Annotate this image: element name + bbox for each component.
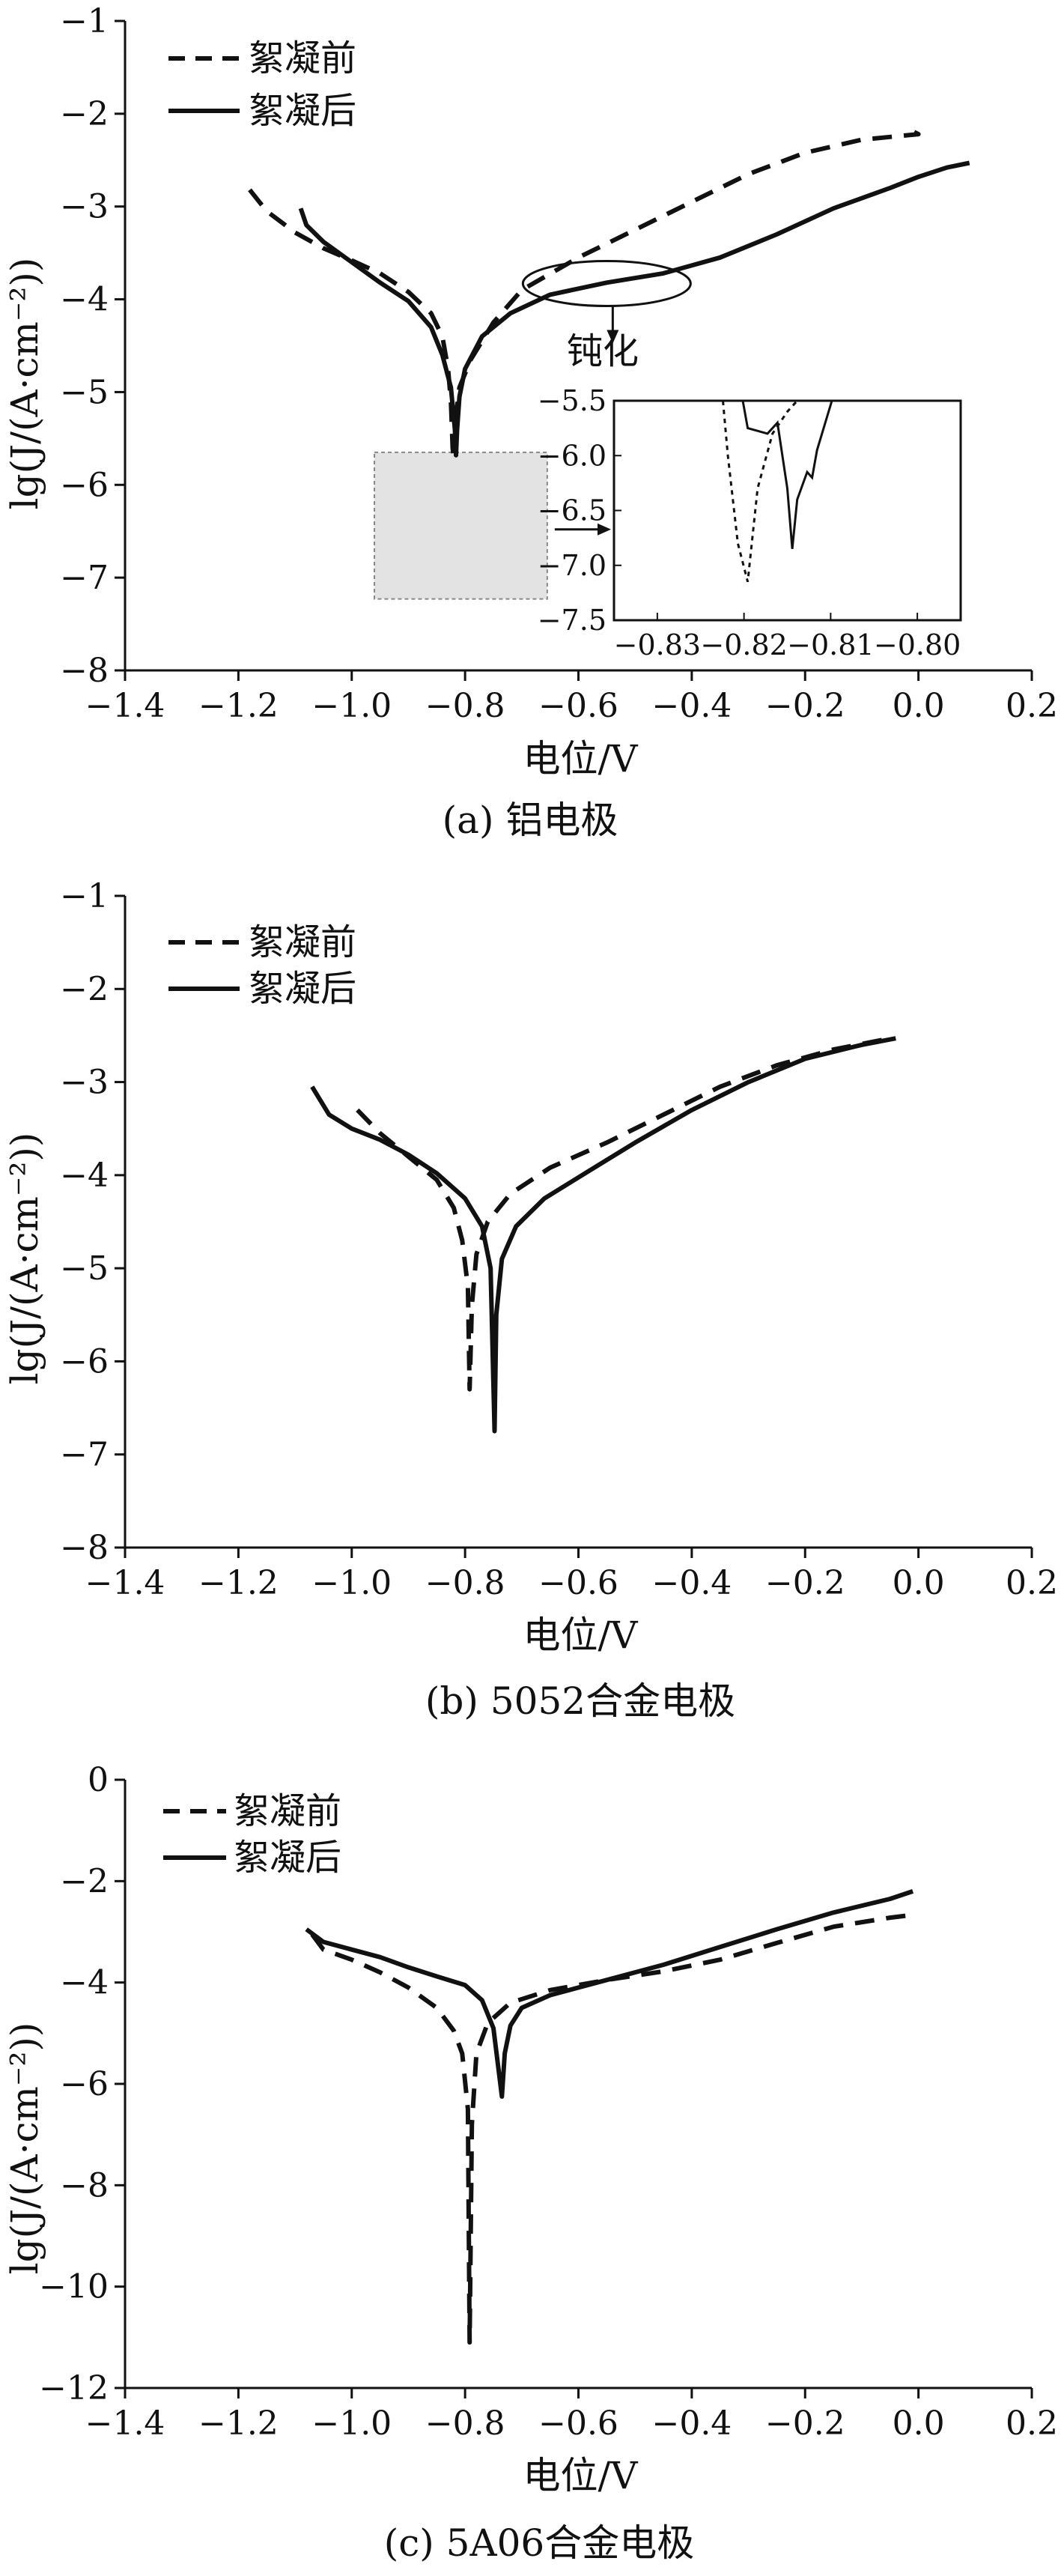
x-tick-label: −1.4 <box>85 687 165 725</box>
passivation-label: 钝化 <box>567 330 639 372</box>
y-tick-label: −10 <box>39 2268 109 2306</box>
panel-c-y-label: lg(J/(A·cm⁻²)) <box>3 2022 46 2275</box>
panel-a-legend: 絮凝前 絮凝后 <box>168 37 356 132</box>
inset-y-tick-label: −6.0 <box>538 439 606 472</box>
x-tick-label: −0.6 <box>538 1564 618 1602</box>
series-before-line <box>356 1036 891 1392</box>
series-after-line <box>310 1036 896 1434</box>
y-tick-label: −6 <box>60 2065 109 2103</box>
inset-x-tick-label: −0.81 <box>787 628 874 661</box>
y-tick-label: −12 <box>39 2369 109 2407</box>
y-tick-label: −1 <box>60 2 109 40</box>
y-tick-label: −6 <box>60 466 109 504</box>
y-tick-label: −4 <box>60 1964 109 2002</box>
y-tick-label: −4 <box>60 1157 109 1195</box>
x-tick-label: −0.2 <box>765 1564 845 1602</box>
series-before-line <box>310 1913 908 2345</box>
panel-c-x-label: 电位/V <box>523 2454 639 2497</box>
inset-x-tick-label: −0.82 <box>700 628 787 661</box>
y-tick-label: −1 <box>60 877 109 915</box>
y-tick-label: −6 <box>60 1342 109 1381</box>
panel-c: −1.4 −1.2 −1.0 −0.8 −0.6 −0.4 −0.2 0.0 0.2 0 −2 −4 −… <box>3 1761 1058 2565</box>
legend-before-label: 絮凝前 <box>249 37 356 79</box>
legend-after-label: 絮凝后 <box>249 968 356 1010</box>
panel-c-legend: 絮凝前 絮凝后 <box>163 1790 341 1879</box>
inset-y-tick-label: −7.0 <box>538 549 606 582</box>
panel-a: −1.4 −1.2 −1.0 −0.8 −0.6 −0.4 −0.2 0.0 0.2 −1 −2 −3… <box>3 2 1058 842</box>
y-tick-label: −3 <box>60 188 109 226</box>
x-tick-label: 0.2 <box>1006 2404 1058 2443</box>
x-tick-label: −0.8 <box>425 687 505 725</box>
panel-a-plot-layer: −1.4 −1.2 −1.0 −0.8 −0.6 −0.4 −0.2 0.0 0.2 −1 −2 −3… <box>60 2 1058 725</box>
x-tick-label: −1.2 <box>198 687 279 725</box>
y-tick-label: −5 <box>60 1249 109 1288</box>
x-tick-label: −1.0 <box>311 1564 392 1602</box>
legend-before-label: 絮凝前 <box>234 1790 341 1832</box>
panel-a-x-label: 电位/V <box>523 737 639 781</box>
zoom-region <box>374 451 548 600</box>
panel-c-plot-layer: −1.4 −1.2 −1.0 −0.8 −0.6 −0.4 −0.2 0.0 0.2 0 −2 −4 −… <box>39 1761 1058 2443</box>
y-tick-label: −5 <box>60 373 109 411</box>
x-tick-label: −0.6 <box>538 2404 618 2443</box>
x-tick-label: −1.2 <box>198 1564 279 1602</box>
x-tick-label: −0.2 <box>765 687 845 725</box>
x-tick-label: −0.4 <box>651 2404 732 2443</box>
panel-b-plot-layer: −1.4 −1.2 −1.0 −0.8 −0.6 −0.4 −0.2 0.0 0.2 −1 −2 −3… <box>60 877 1058 1602</box>
inset-x-tick-label: −0.83 <box>614 628 701 661</box>
panel-b-x-label: 电位/V <box>523 1613 639 1657</box>
panel-b: −1.4 −1.2 −1.0 −0.8 −0.6 −0.4 −0.2 0.0 0.2 −1 −2 −3… <box>3 877 1058 1723</box>
y-tick-label: −3 <box>60 1064 109 1102</box>
zoom-arrow-head <box>598 523 611 536</box>
legend-before-label: 絮凝前 <box>249 921 356 963</box>
panel-c-caption: (c) 5A06合金电极 <box>384 2521 694 2565</box>
y-tick-label: −2 <box>60 970 109 1008</box>
x-tick-label: 0.2 <box>1006 1564 1058 1602</box>
y-tick-label: 0 <box>88 1761 109 1799</box>
y-tick-label: −8 <box>60 652 109 690</box>
panel-a-caption: (a) 铝电极 <box>443 798 618 842</box>
series-after-line <box>298 160 970 458</box>
series-after-line <box>305 1889 914 2099</box>
x-tick-label: 0.0 <box>893 2404 945 2443</box>
x-tick-label: 0.2 <box>1006 687 1058 725</box>
passivation-arrow-head <box>606 330 619 344</box>
x-tick-label: −1.2 <box>198 2404 279 2443</box>
inset-y-tick-label: −5.5 <box>538 384 606 417</box>
legend-after-label: 絮凝后 <box>249 90 356 132</box>
y-tick-label: −8 <box>60 1529 109 1567</box>
x-tick-label: 0.0 <box>893 1564 945 1602</box>
inset-plot: −0.83 −0.82 −0.81 −0.80 −5.5 −6.0 −6.5 −7.0 −7.5 <box>538 384 962 661</box>
y-tick-label: −2 <box>60 1862 109 1900</box>
panel-b-caption: (b) 5052合金电极 <box>425 1679 735 1723</box>
inset-series-after-line <box>741 400 833 549</box>
y-tick-label: −7 <box>60 1436 109 1474</box>
passivation-ellipse <box>521 260 692 308</box>
x-tick-label: −0.8 <box>425 2404 505 2443</box>
inset-frame <box>612 399 962 622</box>
legend-after-label: 絮凝后 <box>234 1837 341 1879</box>
y-tick-label: −4 <box>60 281 109 319</box>
panel-b-y-label: lg(J/(A·cm⁻²)) <box>3 1133 46 1385</box>
y-tick-label: −8 <box>60 2166 109 2204</box>
inset-y-tick-label: −7.5 <box>538 604 606 637</box>
panel-b-legend: 絮凝前 絮凝后 <box>168 921 356 1010</box>
x-tick-label: −1.0 <box>311 2404 392 2443</box>
x-tick-label: −1.4 <box>85 2404 165 2443</box>
panel-a-y-label: lg(J/(A·cm⁻²)) <box>3 258 46 510</box>
x-tick-label: −0.2 <box>765 2404 845 2443</box>
x-tick-label: −0.8 <box>425 1564 505 1602</box>
x-tick-label: −0.4 <box>651 687 732 725</box>
x-tick-label: −0.6 <box>538 687 618 725</box>
x-tick-label: 0.0 <box>893 687 945 725</box>
x-tick-label: −1.0 <box>311 687 392 725</box>
x-tick-label: −0.4 <box>651 1564 732 1602</box>
y-tick-label: −2 <box>60 95 109 133</box>
y-tick-label: −7 <box>60 559 109 597</box>
inset-x-tick-label: −0.80 <box>874 628 961 661</box>
inset-y-tick-label: −6.5 <box>538 494 606 527</box>
x-tick-label: −1.4 <box>85 1564 165 1602</box>
